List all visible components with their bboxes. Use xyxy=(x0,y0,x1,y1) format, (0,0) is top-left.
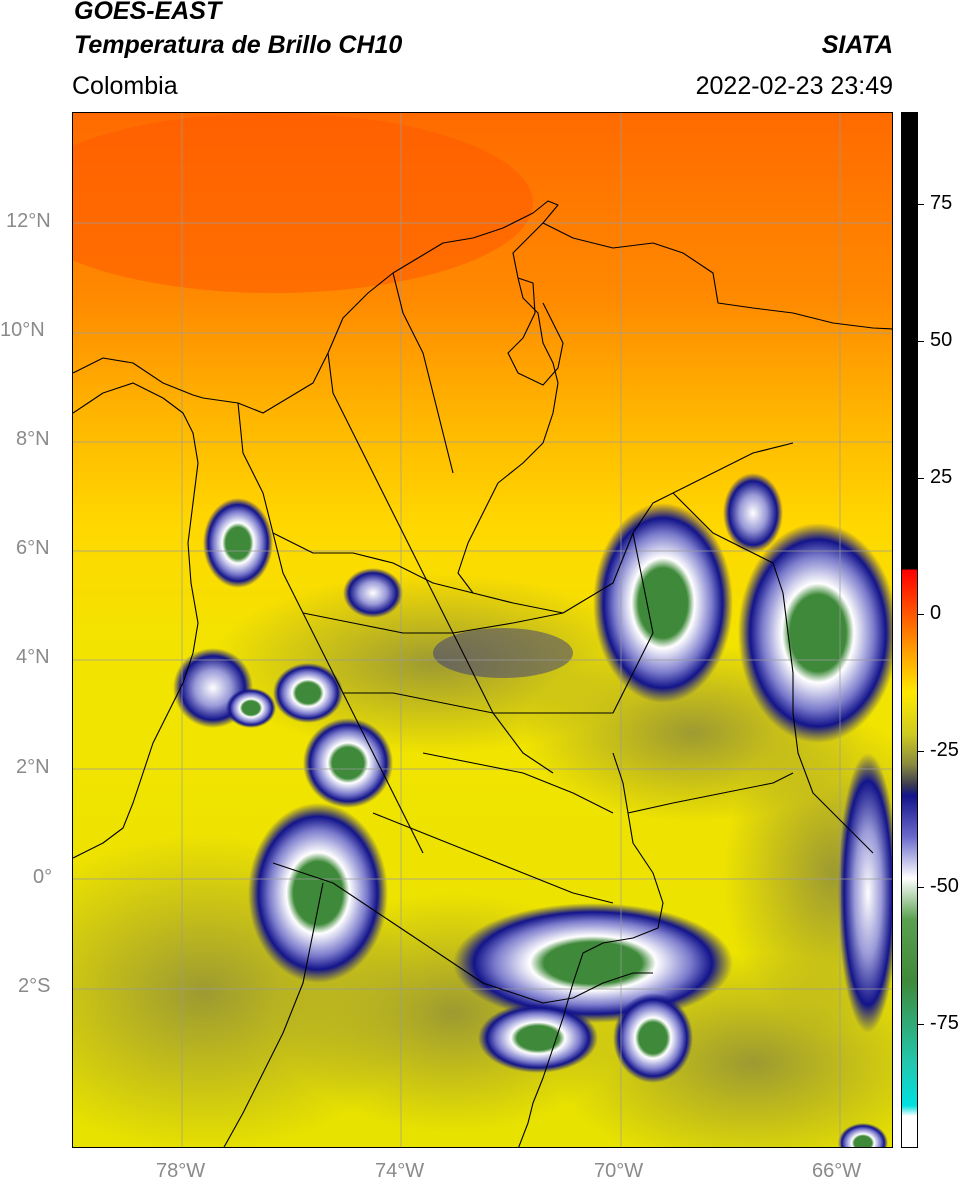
temperature-colorbar xyxy=(901,112,918,1148)
venezuela-coastline xyxy=(542,222,892,330)
panama-pacific-coast xyxy=(73,382,199,464)
cb-tick-minus75 xyxy=(918,1024,924,1025)
lon-label-66w: 66°W xyxy=(812,1160,862,1182)
colorbar-canvas xyxy=(902,113,917,1147)
storm-cell-amazon-south xyxy=(478,1003,598,1073)
lat-label-6n: 6°N xyxy=(16,537,50,559)
colombia-peru-border xyxy=(272,862,653,1004)
storm-cell-bottom-right xyxy=(838,1123,888,1147)
cb-label-minus50: -50 xyxy=(930,875,959,897)
department-line-d xyxy=(272,532,474,594)
cb-tick-minus50 xyxy=(918,887,924,888)
lat-label-10n: 10°N xyxy=(0,319,45,341)
pacific-coastline xyxy=(73,462,199,859)
storm-cell-valle xyxy=(226,688,276,728)
lat-label-0: 0° xyxy=(33,866,53,888)
colorbar-gradient xyxy=(902,113,917,1147)
lat-label-8n: 8°N xyxy=(16,428,50,450)
cb-label-75: 75 xyxy=(930,192,953,214)
cb-tick-0 xyxy=(918,614,924,615)
lat-label-2n: 2°N xyxy=(16,756,50,778)
department-line-e xyxy=(302,612,564,634)
boundaries xyxy=(73,200,892,1147)
graticule xyxy=(73,113,892,1147)
lake-maracaibo xyxy=(507,277,564,386)
caribbean-coastline xyxy=(202,200,559,414)
storm-cell-amazon xyxy=(453,903,733,1023)
lat-label-2s: 2°S xyxy=(18,975,51,997)
satellite-title: GOES-EAST xyxy=(74,0,222,25)
brightness-temperature-map xyxy=(72,112,893,1148)
colombia-brazil-border xyxy=(518,752,664,1147)
storm-cell-east-llanos xyxy=(593,503,733,703)
cloud-streak-central xyxy=(433,628,573,678)
cb-tick-75 xyxy=(918,204,924,205)
storm-cell-ecuador-border xyxy=(248,803,388,983)
lon-label-70w: 70°W xyxy=(594,1160,644,1182)
department-line-g xyxy=(422,752,614,814)
cb-tick-50 xyxy=(918,341,924,342)
venezuela-internal-line xyxy=(672,442,794,494)
department-line-b xyxy=(327,352,554,774)
lon-label-74w: 74°W xyxy=(375,1160,425,1182)
storm-cell-huila xyxy=(303,718,393,808)
cb-label-50: 50 xyxy=(930,329,953,351)
department-line-j xyxy=(627,772,794,814)
cb-label-0: 0 xyxy=(930,602,942,624)
storm-cell-antioquia xyxy=(343,568,403,618)
storm-cell-venezuela xyxy=(738,523,892,743)
region-label: Colombia xyxy=(72,72,178,100)
cb-label-minus75: -75 xyxy=(930,1012,959,1034)
lon-label-78w: 78°W xyxy=(156,1160,206,1182)
storm-cell-choco xyxy=(203,498,273,588)
cb-tick-25 xyxy=(918,478,924,479)
product-title: Temperatura de Brillo CH10 xyxy=(74,31,403,59)
map-canvas xyxy=(73,113,892,1147)
department-line-h xyxy=(372,812,614,904)
timestamp-label: 2022-02-23 23:49 xyxy=(695,72,893,100)
panama-coast xyxy=(73,357,204,399)
lat-label-4n: 4°N xyxy=(16,646,50,668)
department-line-i xyxy=(612,532,654,714)
storm-band-east-edge xyxy=(838,753,892,1033)
cb-label-25: 25 xyxy=(930,466,953,488)
cb-tick-minus25 xyxy=(918,751,924,752)
warm-caribbean-area xyxy=(73,113,533,293)
department-line-c xyxy=(392,272,454,474)
ecuador-peru-border xyxy=(223,882,324,1147)
lat-label-12n: 12°N xyxy=(6,210,51,232)
storm-cell-amazon-southeast xyxy=(613,993,693,1083)
storm-cell-tolima xyxy=(273,663,343,723)
department-line-a xyxy=(237,402,424,854)
organization-label: SIATA xyxy=(821,31,893,59)
department-line-f xyxy=(343,692,613,714)
cb-label-minus25: -25 xyxy=(930,739,959,761)
storm-cell-apure xyxy=(723,473,783,553)
